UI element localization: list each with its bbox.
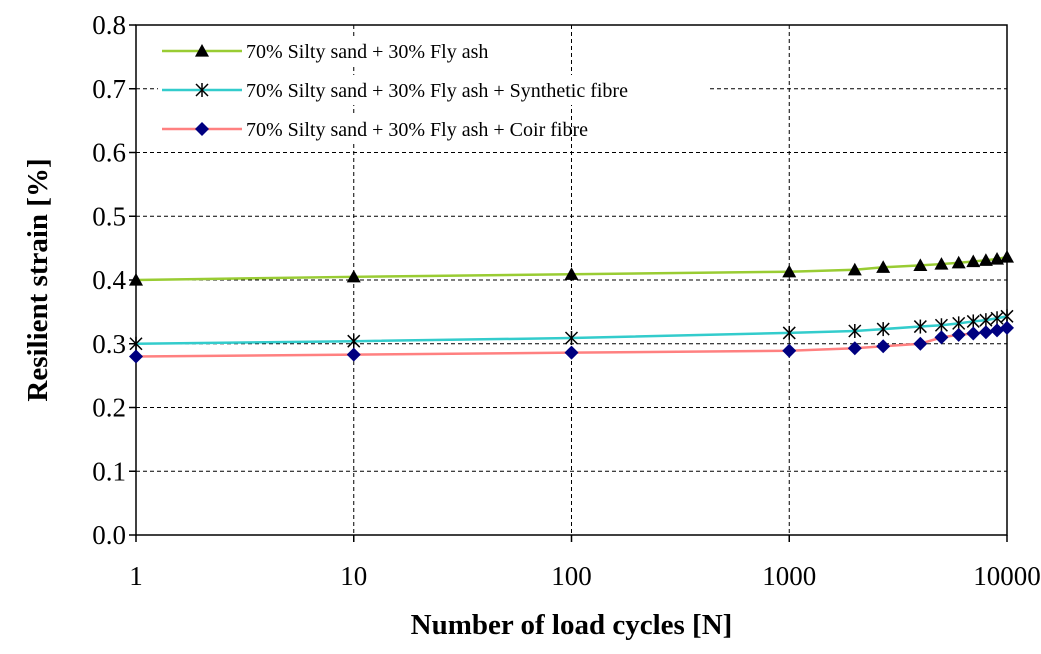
series-1 (129, 250, 1014, 286)
data-point (934, 257, 949, 270)
data-point (934, 330, 949, 345)
data-point (978, 253, 993, 266)
data-point (346, 347, 361, 362)
data-point (346, 269, 361, 283)
data-point (934, 318, 948, 333)
data-point (951, 327, 966, 342)
data-point (782, 325, 796, 340)
legend-marker (195, 122, 209, 136)
x-tick-label: 100 (551, 561, 592, 591)
y-tick-label: 0.4 (92, 265, 126, 295)
data-point (782, 264, 797, 278)
y-tick-label: 0.1 (92, 456, 126, 486)
y-tick-label: 0.8 (92, 10, 126, 40)
data-point (1000, 320, 1014, 335)
data-point (876, 260, 891, 273)
y-tick-label: 0.6 (92, 138, 126, 168)
legend-entry: 70% Silty sand + 30% Fly ash + Synthetic… (246, 80, 628, 102)
series-2 (129, 309, 1014, 351)
data-point (951, 255, 966, 269)
data-point (847, 341, 862, 356)
x-tick-label: 1000 (762, 561, 816, 591)
y-tick-label: 0.3 (92, 329, 126, 359)
y-tick-label: 0.7 (92, 74, 126, 104)
data-point (966, 254, 981, 268)
legend-background (158, 75, 708, 105)
y-tick-label: 0.2 (92, 393, 126, 423)
y-axis-title: Resilient strain [%] (22, 158, 54, 401)
data-point (978, 325, 993, 340)
data-point (564, 345, 579, 360)
data-point (913, 319, 927, 334)
legend: 70% Silty sand + 30% Fly ash 70% Silty sa… (158, 36, 708, 144)
data-point (979, 313, 993, 328)
data-point (913, 258, 928, 271)
data-point (876, 322, 890, 337)
data-point (990, 251, 1005, 265)
data-point (1000, 250, 1014, 263)
data-point (847, 262, 862, 276)
series-3 (129, 320, 1014, 364)
data-point (129, 349, 143, 364)
data-point (564, 267, 579, 280)
data-point (966, 314, 980, 329)
x-axis-title: Number of load cycles [N] (411, 609, 733, 641)
x-tick-label: 10000 (973, 561, 1041, 591)
data-point (966, 326, 981, 341)
y-tick-label: 0.5 (92, 201, 126, 231)
x-tick-label: 10 (340, 561, 367, 591)
data-point (129, 336, 143, 351)
data-point (913, 336, 928, 351)
legend-marker (195, 44, 209, 57)
x-tick-label: 1 (129, 561, 143, 591)
legend-entry: 70% Silty sand + 30% Fly ash + Coir fibr… (246, 119, 588, 141)
axis-ticks: 0.0 0.1 0.2 0.3 0.4 0.5 0.6 0.7 0.8 1 10 100 1000 100… (92, 10, 1041, 591)
data-point (782, 343, 797, 358)
series-group (129, 250, 1014, 364)
data-point (129, 273, 143, 286)
data-point (876, 339, 891, 354)
data-point (564, 331, 579, 346)
legend-marker (195, 83, 209, 97)
data-point (990, 323, 1005, 338)
y-tick-label: 0.0 (92, 520, 126, 550)
data-point (848, 324, 862, 338)
legend-entry: 70% Silty sand + 30% Fly ash (246, 41, 488, 63)
data-point (347, 334, 361, 349)
